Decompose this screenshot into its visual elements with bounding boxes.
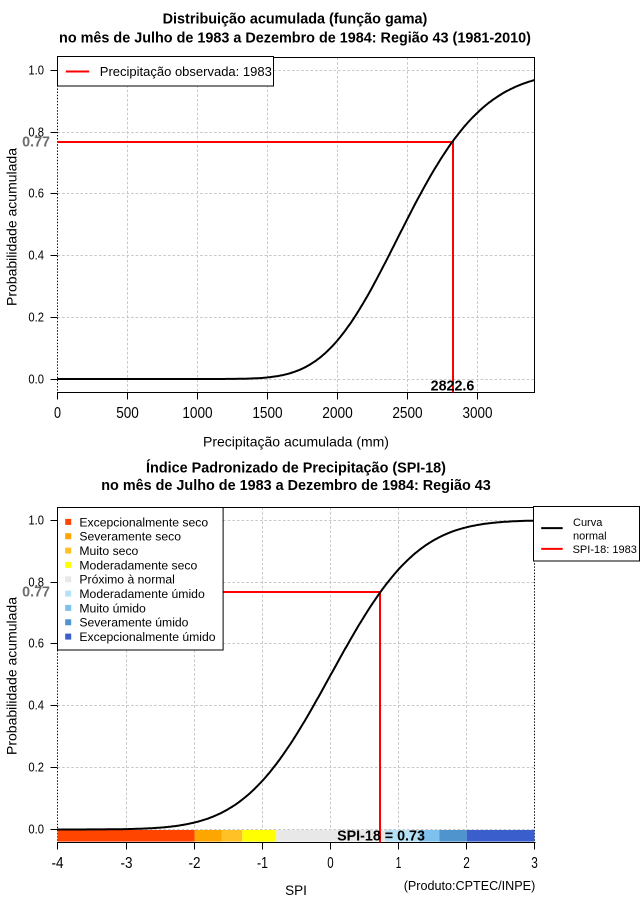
svg-text:Curva: Curva xyxy=(573,517,603,529)
svg-text:0.4: 0.4 xyxy=(28,699,44,713)
svg-text:2: 2 xyxy=(463,855,470,872)
svg-text:0.0: 0.0 xyxy=(28,823,44,837)
svg-text:-3: -3 xyxy=(121,855,133,872)
svg-text:2000: 2000 xyxy=(322,405,353,422)
svg-text:Precipitação observada: 1983: Precipitação observada: 1983 xyxy=(100,64,272,79)
svg-text:Muito seco: Muito seco xyxy=(79,544,138,558)
svg-text:0.8: 0.8 xyxy=(28,576,44,590)
svg-text:2822.6: 2822.6 xyxy=(431,379,475,395)
svg-text:500: 500 xyxy=(116,405,139,422)
svg-text:0.6: 0.6 xyxy=(28,187,44,201)
svg-text:0: 0 xyxy=(327,855,333,872)
svg-text:Moderadamente úmido: Moderadamente úmido xyxy=(79,587,205,601)
svg-text:SPI: SPI xyxy=(285,883,307,898)
svg-text:no mês de Julho de 1983 a Deze: no mês de Julho de 1983 a Dezembro de 19… xyxy=(59,31,531,47)
svg-text:Excepcionalmente úmido: Excepcionalmente úmido xyxy=(79,630,215,644)
svg-text:-2: -2 xyxy=(189,855,201,872)
svg-text:Precipitação acumulada (mm): Precipitação acumulada (mm) xyxy=(203,434,389,450)
svg-text:0.77: 0.77 xyxy=(22,135,50,151)
svg-text:0.77: 0.77 xyxy=(22,585,50,601)
svg-text:2500: 2500 xyxy=(392,405,422,422)
svg-text:0.6: 0.6 xyxy=(28,637,44,651)
svg-text:Probabilidade acumulada: Probabilidade acumulada xyxy=(4,148,20,306)
svg-text:SPI-18 = 0.73: SPI-18 = 0.73 xyxy=(337,829,425,845)
svg-text:0.8: 0.8 xyxy=(28,126,44,140)
svg-text:Distribuição acumulada (função: Distribuição acumulada (função gama) xyxy=(163,12,428,28)
svg-text:Excepcionalmente seco: Excepcionalmente seco xyxy=(79,515,208,529)
svg-text:Próximo à normal: Próximo à normal xyxy=(79,573,175,587)
svg-text:0: 0 xyxy=(54,405,61,422)
svg-text:(Produto:CPTEC/INPE): (Produto:CPTEC/INPE) xyxy=(404,879,536,893)
svg-text:1500: 1500 xyxy=(252,405,282,422)
svg-text:3000: 3000 xyxy=(463,405,493,422)
svg-text:Severamente seco: Severamente seco xyxy=(79,530,181,544)
svg-text:SPI-18: 1983: SPI-18: 1983 xyxy=(573,544,637,556)
svg-text:0.2: 0.2 xyxy=(28,761,44,775)
svg-text:-4: -4 xyxy=(52,855,64,872)
svg-text:0.4: 0.4 xyxy=(28,249,44,263)
svg-text:1000: 1000 xyxy=(182,405,212,422)
svg-text:1.0: 1.0 xyxy=(28,64,44,78)
svg-text:1.0: 1.0 xyxy=(28,514,44,528)
svg-text:no mês de Julho de 1983 a Deze: no mês de Julho de 1983 a Dezembro de 19… xyxy=(101,478,491,494)
svg-text:Moderadamente seco: Moderadamente seco xyxy=(79,558,197,572)
svg-text:3: 3 xyxy=(531,855,538,872)
svg-text:0.2: 0.2 xyxy=(28,311,44,325)
svg-text:-1: -1 xyxy=(257,855,268,872)
svg-text:normal: normal xyxy=(573,531,607,543)
svg-text:0.0: 0.0 xyxy=(28,373,44,387)
svg-text:Índice Padronizado de Precipit: Índice Padronizado de Precipitação (SPI-… xyxy=(146,460,446,477)
svg-text:1: 1 xyxy=(396,855,402,872)
svg-text:Muito úmido: Muito úmido xyxy=(79,601,146,615)
svg-text:Severamente úmido: Severamente úmido xyxy=(79,616,188,630)
svg-text:Probabilidade acumulada: Probabilidade acumulada xyxy=(4,597,20,755)
